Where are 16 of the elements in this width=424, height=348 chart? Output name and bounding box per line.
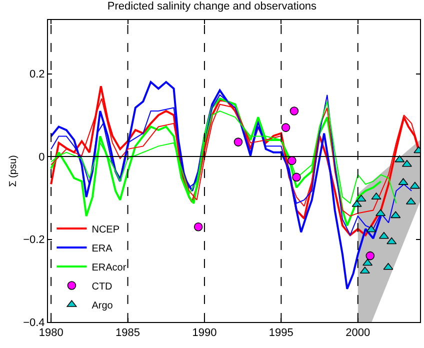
- x-tick-label: 1995: [268, 327, 294, 340]
- x-tick-label: 2000: [346, 327, 370, 340]
- y-tick-label: 0.2: [30, 68, 45, 81]
- y-axis-title: Σ (psu): [8, 155, 20, 187]
- x-tick-label: 1990: [192, 327, 217, 340]
- y-tick-label: −0.4: [23, 316, 45, 329]
- y-tick-label: 0: [38, 151, 45, 164]
- chart-title: Predicted salinity change and observations: [107, 0, 318, 12]
- legend-label: ERAcor: [92, 262, 127, 274]
- legend-label: CTD: [92, 281, 112, 292]
- legend-label: Argo: [92, 300, 114, 312]
- legend-label: ERA: [92, 243, 113, 254]
- y-tick-label: −0.2: [23, 234, 45, 246]
- legend-label: NCEP: [92, 224, 120, 236]
- x-tick-label: 1985: [116, 327, 140, 340]
- x-tick-label: 1980: [38, 327, 64, 340]
